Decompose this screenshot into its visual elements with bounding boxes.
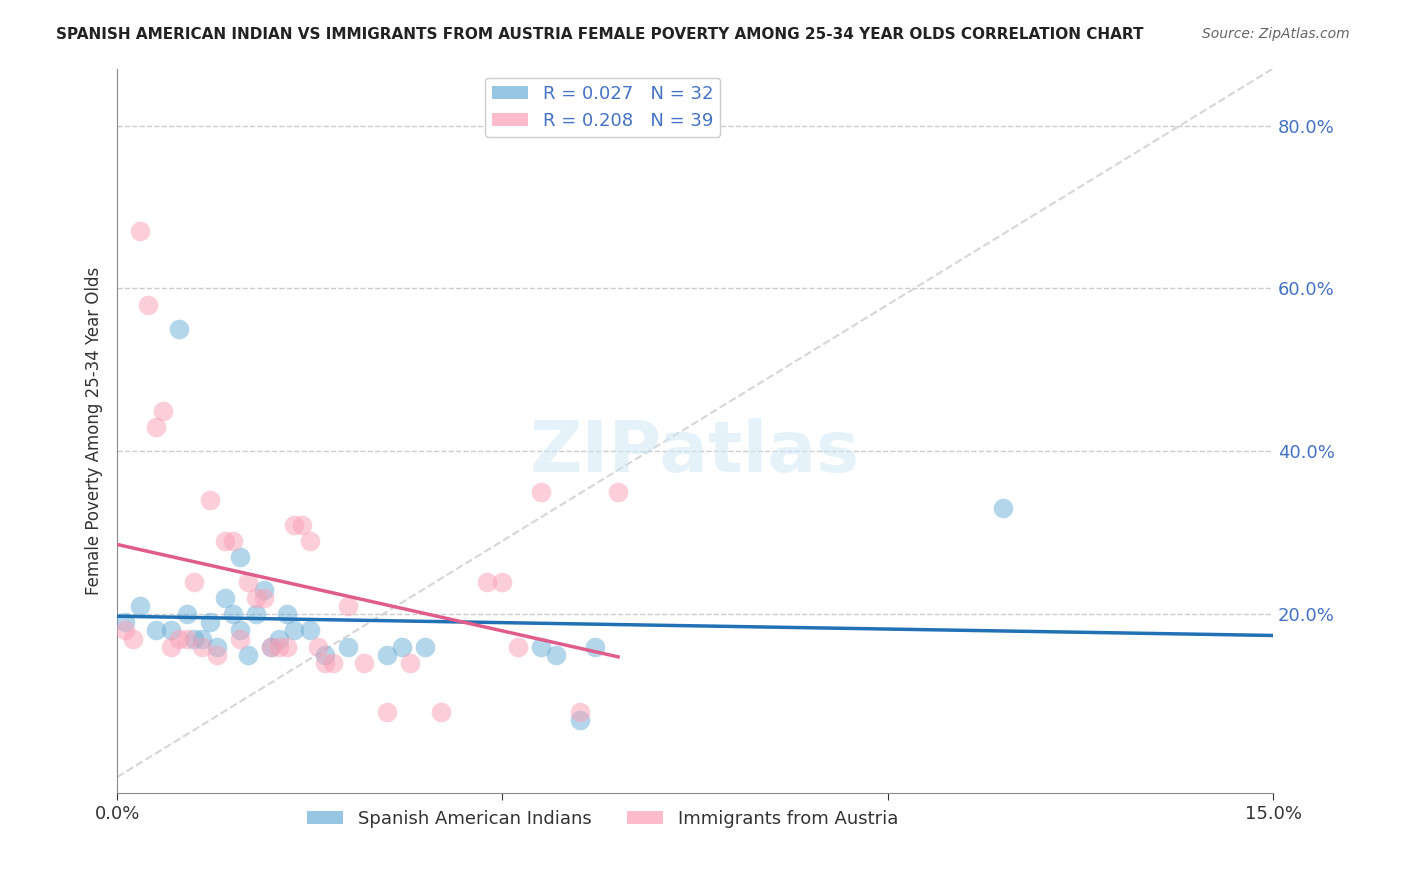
Point	[283, 517, 305, 532]
Point	[314, 648, 336, 662]
Point	[276, 607, 298, 622]
Point	[207, 640, 229, 654]
Point	[291, 517, 314, 532]
Point	[415, 640, 437, 654]
Point	[191, 632, 214, 646]
Point	[145, 624, 167, 638]
Point	[568, 705, 591, 719]
Point	[475, 574, 498, 589]
Point	[322, 656, 344, 670]
Point	[267, 632, 290, 646]
Text: Source: ZipAtlas.com: Source: ZipAtlas.com	[1202, 27, 1350, 41]
Point	[214, 591, 236, 605]
Point	[238, 648, 260, 662]
Point	[283, 624, 305, 638]
Point	[506, 640, 529, 654]
Point	[145, 420, 167, 434]
Point	[167, 632, 190, 646]
Point	[229, 632, 252, 646]
Point	[114, 615, 136, 630]
Point	[314, 656, 336, 670]
Point	[160, 624, 183, 638]
Point	[583, 640, 606, 654]
Point	[129, 224, 152, 238]
Point	[430, 705, 453, 719]
Point	[245, 607, 267, 622]
Point	[152, 403, 174, 417]
Point	[238, 574, 260, 589]
Point	[245, 591, 267, 605]
Point	[337, 599, 360, 613]
Point	[229, 550, 252, 565]
Point	[167, 322, 190, 336]
Point	[337, 640, 360, 654]
Text: ZIPatlas: ZIPatlas	[530, 418, 860, 487]
Point	[391, 640, 413, 654]
Point	[491, 574, 513, 589]
Point	[546, 648, 568, 662]
Point	[568, 713, 591, 727]
Point	[607, 485, 630, 500]
Point	[136, 298, 159, 312]
Point	[399, 656, 422, 670]
Point	[993, 501, 1015, 516]
Y-axis label: Female Poverty Among 25-34 Year Olds: Female Poverty Among 25-34 Year Olds	[86, 267, 103, 595]
Point	[160, 640, 183, 654]
Point	[222, 607, 245, 622]
Point	[298, 624, 321, 638]
Point	[198, 615, 221, 630]
Point	[260, 640, 283, 654]
Point	[530, 485, 553, 500]
Point	[114, 624, 136, 638]
Legend: Spanish American Indians, Immigrants from Austria: Spanish American Indians, Immigrants fro…	[299, 803, 905, 835]
Point	[183, 574, 205, 589]
Point	[307, 640, 329, 654]
Point	[229, 624, 252, 638]
Point	[298, 533, 321, 548]
Point	[530, 640, 553, 654]
Point	[198, 493, 221, 508]
Point	[222, 533, 245, 548]
Point	[353, 656, 375, 670]
Point	[183, 632, 205, 646]
Point	[252, 582, 274, 597]
Point	[176, 632, 198, 646]
Text: SPANISH AMERICAN INDIAN VS IMMIGRANTS FROM AUSTRIA FEMALE POVERTY AMONG 25-34 YE: SPANISH AMERICAN INDIAN VS IMMIGRANTS FR…	[56, 27, 1143, 42]
Point	[129, 599, 152, 613]
Point	[375, 705, 398, 719]
Point	[252, 591, 274, 605]
Point	[191, 640, 214, 654]
Point	[121, 632, 143, 646]
Point	[214, 533, 236, 548]
Point	[276, 640, 298, 654]
Point	[375, 648, 398, 662]
Point	[207, 648, 229, 662]
Point	[267, 640, 290, 654]
Point	[176, 607, 198, 622]
Point	[260, 640, 283, 654]
